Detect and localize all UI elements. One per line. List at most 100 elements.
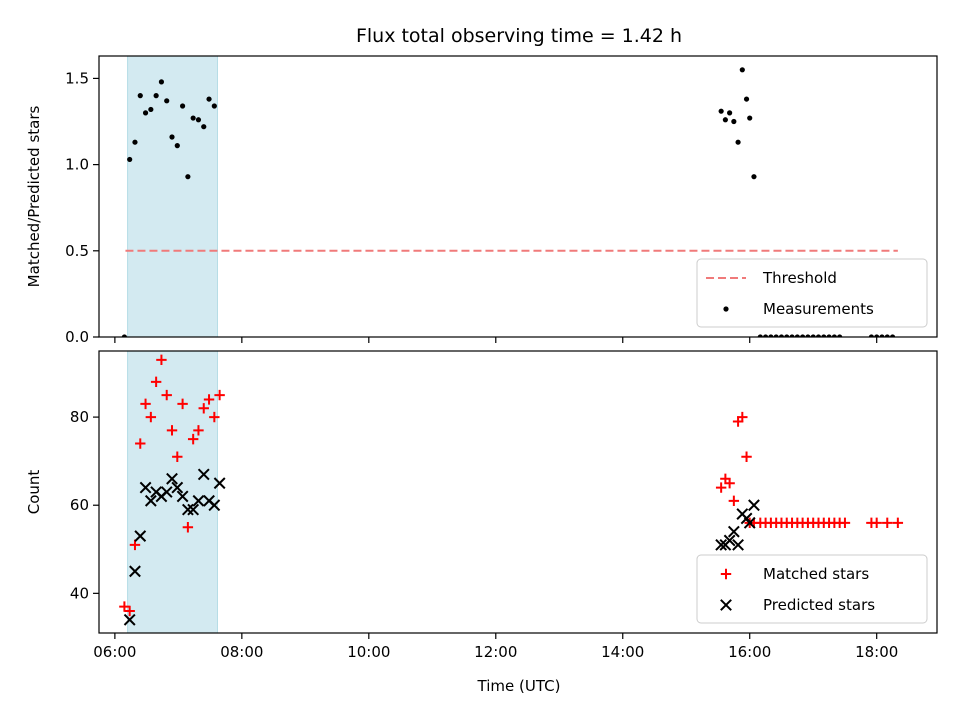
- data-point: [135, 438, 146, 449]
- data-point: [137, 93, 143, 99]
- legend-box: [696, 554, 928, 624]
- legend-marker: [723, 306, 729, 312]
- data-point: [177, 398, 188, 410]
- data-point: [203, 394, 215, 405]
- data-point: [142, 110, 149, 116]
- data-point: [156, 354, 167, 366]
- data-point: [206, 96, 212, 102]
- data-point: [193, 425, 204, 436]
- data-point: [732, 538, 744, 551]
- data-point: [139, 481, 152, 494]
- legend: Threshold Measurements: [696, 258, 928, 328]
- data-point: [182, 522, 194, 533]
- data-point: [197, 468, 210, 481]
- data-point: [879, 334, 885, 337]
- data-point: [211, 103, 217, 109]
- x-tick-label: 14:00: [601, 643, 644, 661]
- data-point: [889, 334, 896, 337]
- data-point: [718, 108, 724, 114]
- data-point: [132, 139, 138, 145]
- data-point: [213, 477, 226, 490]
- bottom-panel: 40 60 80 06:00 08:00 10:00 12:00 14:00 16:00 18:0…: [25, 350, 938, 661]
- data-point: [176, 490, 189, 503]
- data-point: [121, 334, 127, 337]
- data-point: [794, 334, 800, 337]
- data-point: [884, 334, 890, 337]
- data-point: [158, 79, 165, 85]
- data-point: [129, 565, 141, 578]
- data-point: [181, 503, 194, 516]
- data-point: [723, 534, 736, 547]
- data-point: [214, 389, 225, 401]
- data-point: [722, 117, 728, 123]
- data-point: [789, 334, 795, 337]
- data-point: [831, 334, 837, 337]
- data-point: [195, 117, 202, 123]
- data-point: [743, 516, 756, 529]
- data-point: [190, 115, 196, 121]
- data-point: [179, 103, 186, 109]
- data-point: [748, 499, 760, 512]
- legend-marker: [720, 599, 732, 611]
- legend-label: Matched stars: [763, 565, 869, 583]
- data-point: [124, 605, 135, 617]
- data-point: [727, 110, 733, 116]
- data-point: [153, 93, 159, 99]
- data-point: [751, 174, 757, 180]
- data-point: [773, 334, 779, 337]
- data-point: [731, 118, 737, 125]
- data-point: [187, 433, 199, 445]
- data-point: [134, 530, 147, 542]
- data-point: [727, 525, 740, 538]
- data-point: [757, 334, 763, 337]
- data-point: [129, 539, 141, 551]
- data-point: [148, 106, 154, 113]
- data-point: [171, 481, 184, 494]
- shaded-region: [127, 55, 219, 338]
- data-point: [743, 96, 750, 102]
- plot-frame: [98, 55, 938, 338]
- y-axis-title: Matched/Predicted stars: [25, 106, 43, 288]
- data-point: [174, 143, 180, 149]
- data-point: [161, 389, 172, 401]
- y-tick-label: 1.0: [65, 156, 89, 174]
- data-point: [192, 494, 205, 507]
- x-tick-label: 08:00: [220, 643, 263, 661]
- data-point: [871, 517, 882, 529]
- data-point: [166, 472, 178, 485]
- data-point: [728, 495, 740, 507]
- y-tick-label: 0.5: [65, 242, 89, 260]
- data-point: [737, 411, 748, 423]
- data-point: [747, 115, 753, 121]
- data-point: [784, 334, 790, 337]
- legend-box: [696, 258, 928, 328]
- y-tick-label: 1.5: [65, 69, 89, 87]
- data-point: [741, 451, 752, 462]
- data-point: [821, 334, 827, 337]
- data-point: [892, 517, 904, 529]
- y-tick-label: 60: [70, 496, 89, 514]
- top-panel: 0.0 0.5 1.0 1.5 Matched/Predicted stars Thres…: [25, 55, 938, 346]
- y-tick-label: 40: [70, 584, 89, 602]
- legend-label: Measurements: [763, 300, 874, 318]
- data-point: [762, 334, 769, 337]
- data-point: [169, 134, 175, 140]
- y-axis-title: Count: [25, 470, 43, 515]
- data-point: [119, 601, 130, 612]
- x-tick-label: 16:00: [728, 643, 771, 661]
- markers: [121, 67, 896, 337]
- data-point: [739, 67, 745, 73]
- data-point: [208, 499, 221, 512]
- data-point: [160, 486, 173, 498]
- x-tick-label: 10:00: [347, 643, 390, 661]
- x-tick-label: 06:00: [93, 643, 136, 661]
- data-point: [172, 451, 183, 462]
- y-tick-label: 0.0: [65, 328, 89, 346]
- data-point: [715, 538, 728, 551]
- data-point: [810, 334, 816, 337]
- data-point: [778, 334, 785, 337]
- data-point: [144, 494, 157, 507]
- data-point: [185, 174, 191, 180]
- x-axis-title: Time (UTC): [477, 677, 561, 695]
- legend-label: Predicted stars: [763, 596, 875, 614]
